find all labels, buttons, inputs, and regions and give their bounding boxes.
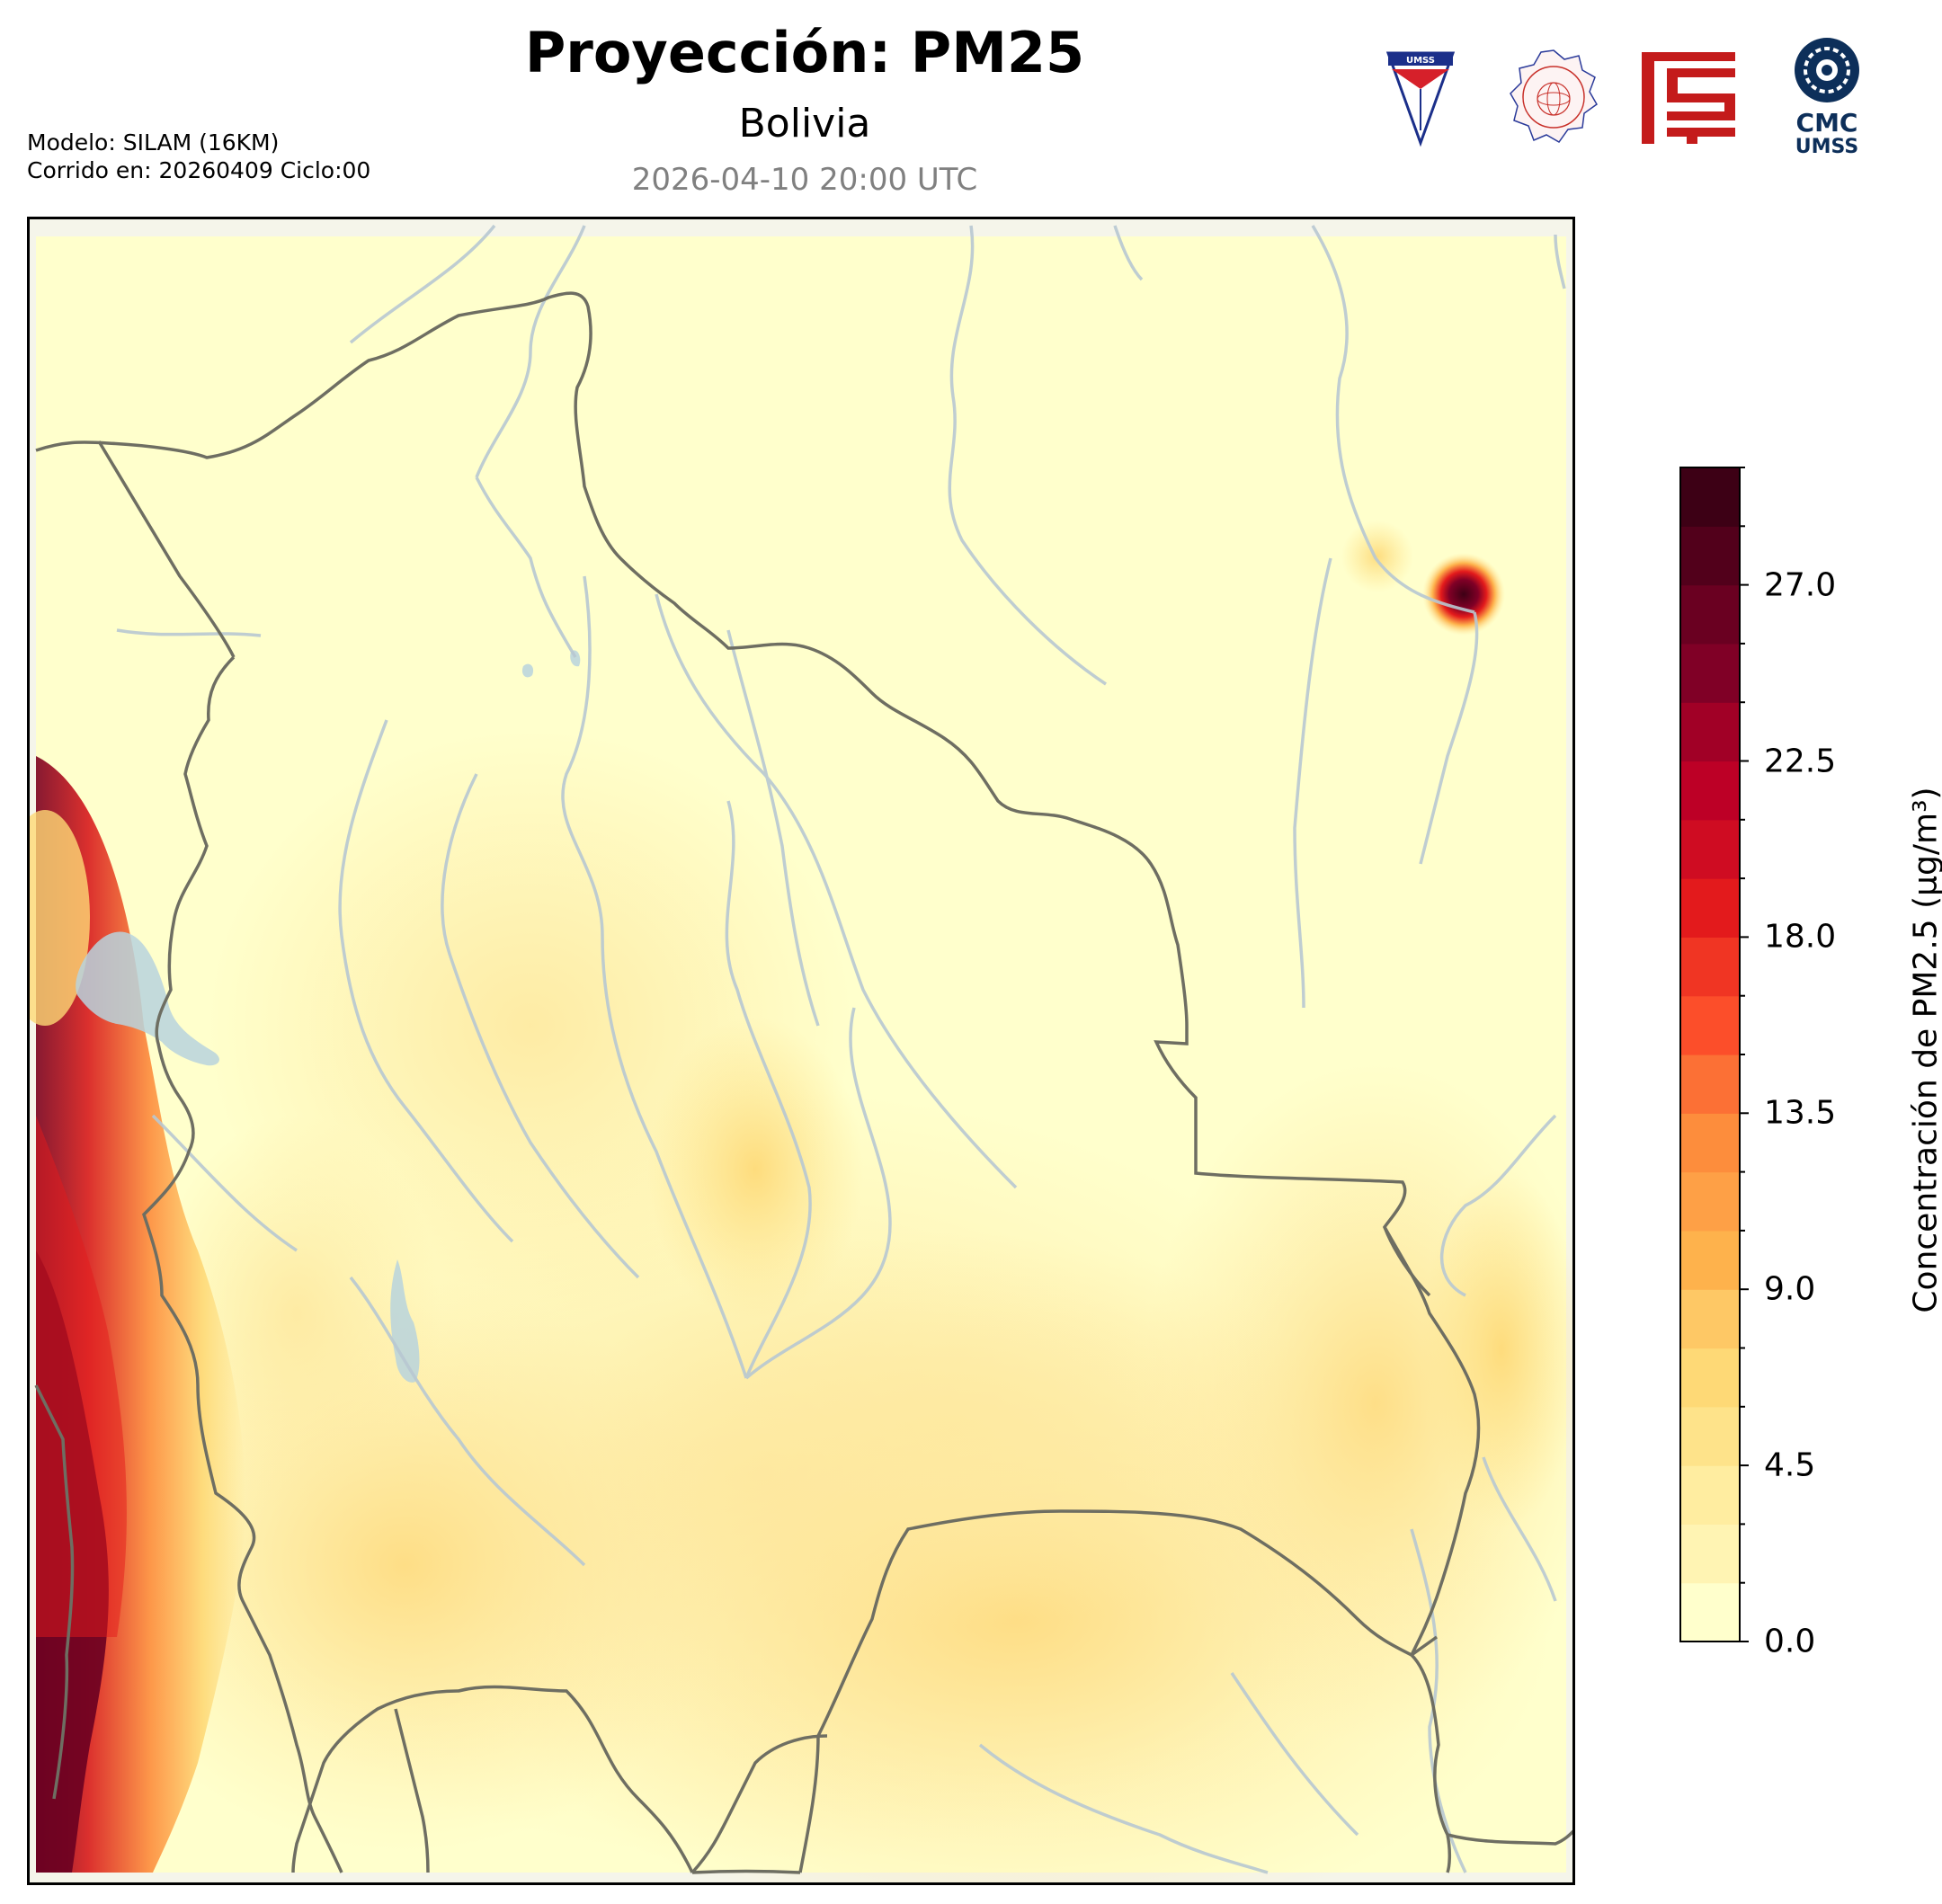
colorbar-segment — [1680, 995, 1740, 1055]
colorbar — [1679, 467, 1749, 1642]
colorbar-segment — [1680, 1054, 1740, 1114]
svg-text:UMSS: UMSS — [1795, 136, 1858, 158]
svg-text:CMC: CMC — [1796, 108, 1858, 138]
red-fcyt-logo — [1642, 52, 1735, 144]
cmc-umss-logo: CMC UMSS — [1795, 38, 1859, 158]
model-info: Modelo: SILAM (16KM) Corrido en: 2026040… — [27, 129, 370, 184]
fire-hotspot — [1422, 553, 1505, 636]
colorbar-segment — [1680, 819, 1740, 879]
forecast-datetime: 2026-04-10 20:00 UTC — [631, 162, 978, 198]
colorbar-segment — [1680, 643, 1740, 703]
colorbar-segment — [1680, 1582, 1740, 1642]
colorbar-segment — [1680, 467, 1740, 527]
colorbar-tick-label: 18.0 — [1764, 918, 1837, 956]
colorbar-segment — [1680, 1289, 1740, 1349]
colorbar-tick-label: 0.0 — [1764, 1623, 1816, 1660]
colorbar-segment — [1680, 1230, 1740, 1290]
pm25-map — [27, 217, 1575, 1885]
country-borders — [34, 291, 1575, 1874]
colorbar-segment — [1680, 761, 1740, 821]
colorbar-tick-label: 22.5 — [1764, 743, 1837, 779]
page-title: Proyección: PM25 — [524, 20, 1085, 85]
colorbar-tick-label: 27.0 — [1764, 566, 1837, 604]
colorbar-segment — [1680, 526, 1740, 586]
svg-text:UMSS: UMSS — [1406, 56, 1435, 66]
model-name: Modelo: SILAM (16KM) — [27, 129, 280, 156]
colorbar-segment — [1680, 1524, 1740, 1584]
umss-shield-logo: UMSS — [1385, 51, 1456, 147]
colorbar-segment — [1680, 1465, 1740, 1525]
colorbar-label: Concentración de PM2.5 (µg/m³) — [1907, 787, 1942, 1313]
rivers — [116, 224, 1566, 1874]
colorbar-segment — [1680, 1113, 1740, 1173]
colorbar-segment — [1680, 937, 1740, 997]
colorbar-segment — [1680, 1406, 1740, 1466]
map-border — [27, 217, 1575, 1885]
colorbar-tick-label: 9.0 — [1764, 1270, 1816, 1308]
colorbar-segment — [1680, 1348, 1740, 1408]
colorbar-segment — [1680, 584, 1740, 645]
departamento-fisica-seal-logo — [1510, 49, 1598, 143]
lake-titicaca — [76, 931, 219, 1066]
colorbar-tick-label: 4.5 — [1764, 1446, 1816, 1484]
colorbar-segment — [1680, 878, 1740, 938]
colorbar-segment — [1680, 1171, 1740, 1232]
run-info: Corrido en: 20260409 Ciclo:00 — [27, 157, 371, 183]
colorbar-segment — [1680, 702, 1740, 762]
colorbar-tick-label: 13.5 — [1764, 1094, 1837, 1132]
fire-hotspot-small — [1341, 520, 1413, 592]
region-subtitle: Bolivia — [738, 101, 871, 147]
